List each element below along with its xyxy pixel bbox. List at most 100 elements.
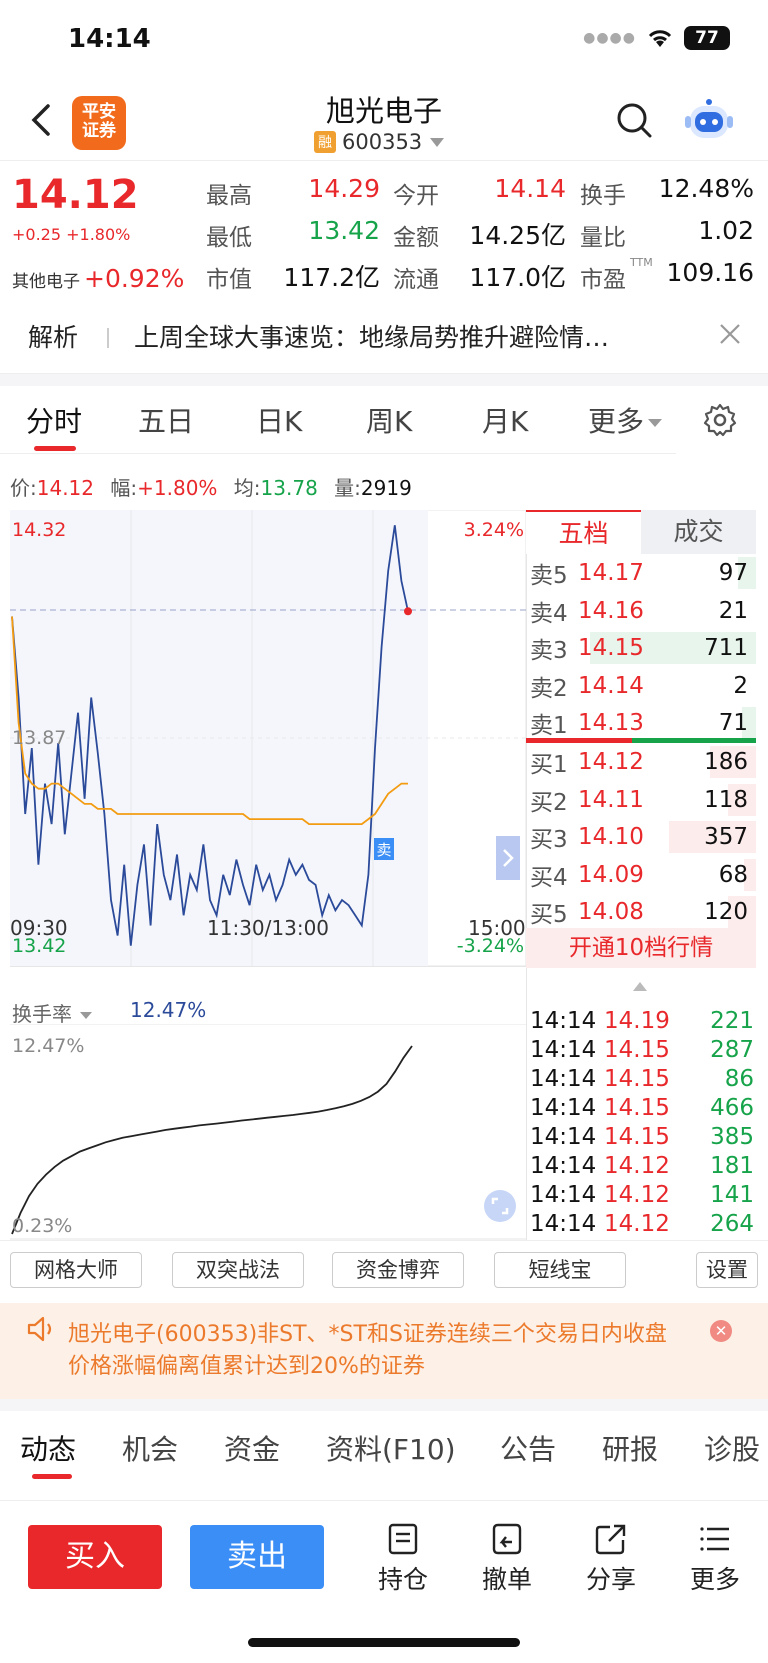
open-level10-button[interactable]: 开通10档行情: [526, 928, 756, 968]
sell-marker[interactable]: [374, 838, 394, 860]
ask-row[interactable]: 卖4 14.16 21: [526, 592, 756, 630]
close-icon[interactable]: ✕: [710, 1320, 732, 1342]
buy-button[interactable]: 买入: [28, 1525, 162, 1589]
expand-panel-tab[interactable]: [496, 836, 520, 880]
bid-row[interactable]: 买2 14.11 118: [526, 781, 756, 819]
tab-opportunity[interactable]: 机会: [122, 1433, 179, 1466]
short-line-button[interactable]: 短线宝: [494, 1252, 626, 1288]
header-divider: [0, 160, 768, 161]
tab-research[interactable]: 研报: [602, 1433, 659, 1466]
status-icons: ●●●● 77: [583, 26, 730, 50]
close-icon[interactable]: [716, 320, 744, 348]
chevron-down-icon: [648, 419, 663, 427]
double-breakout-button[interactable]: 双突战法: [172, 1252, 304, 1288]
menu-icon: [700, 1527, 729, 1551]
volume-bar: [728, 783, 756, 816]
speaker-icon: [27, 1316, 52, 1342]
bid-row[interactable]: 买5 14.08 120: [526, 893, 756, 931]
capital-game-button[interactable]: 资金博弈: [332, 1252, 464, 1288]
tick-row: 14:14 14.19 221: [530, 1008, 754, 1037]
tab-weekly-k[interactable]: 周K: [366, 405, 413, 438]
back-icon[interactable]: [22, 100, 62, 140]
tab-intraday[interactable]: 分时: [26, 405, 83, 438]
tab-funds[interactable]: 资金: [224, 1433, 281, 1466]
more-button[interactable]: 更多: [670, 1522, 760, 1596]
tab-trades[interactable]: 成交: [641, 510, 756, 554]
level-label: 买3: [530, 827, 568, 853]
tick-price: 14.12: [604, 1182, 670, 1208]
ttm-superscript: TTM: [630, 256, 653, 269]
level-label: 卖2: [530, 675, 568, 702]
home-indicator[interactable]: [248, 1638, 520, 1647]
quote-value: 117.2亿: [283, 263, 380, 292]
level-label: 买1: [530, 752, 568, 778]
grid-master-button[interactable]: 网格大师: [10, 1252, 142, 1288]
turnover-chart[interactable]: 12.47% 0.23%: [10, 1024, 526, 1240]
risk-warning-text: 旭光电子(600353)非ST、*ST和S证券连续三个交易日内收盘价格涨幅偏离值…: [68, 1322, 667, 1379]
x-axis-labels: 09:30 11:30/13:00 15:00: [10, 916, 526, 942]
panel-divider: [526, 510, 527, 1240]
info-amp: +1.80%: [137, 476, 218, 500]
turnover-label: 换手率: [12, 1002, 72, 1026]
tab-f10[interactable]: 资料(F10): [326, 1433, 456, 1466]
robot-assistant-icon[interactable]: [684, 98, 734, 144]
positions-label: 持仓: [377, 1565, 428, 1594]
tick-row: 14:14 14.12 264: [530, 1211, 754, 1240]
avg-series-line: [11, 616, 408, 826]
turnover-selector[interactable]: 换手率: [12, 998, 92, 1027]
info-price-label: 价:: [10, 476, 37, 500]
tab-daily-k[interactable]: 日K: [256, 405, 303, 438]
tick-time: 14:14: [530, 1124, 597, 1150]
tick-price: 14.12: [604, 1211, 670, 1237]
fullscreen-icon[interactable]: [484, 1190, 516, 1222]
gear-icon[interactable]: [702, 402, 738, 438]
collapse-up-icon[interactable]: [633, 982, 647, 991]
signal-icon: ●●●●: [583, 30, 636, 46]
tick-qty: 466: [710, 1095, 754, 1121]
volume-bar: [710, 746, 756, 778]
tab-dynamics[interactable]: 动态: [20, 1433, 77, 1466]
search-icon[interactable]: [614, 100, 654, 140]
ask-row[interactable]: 卖2 14.14 2: [526, 667, 756, 705]
bid-row[interactable]: 买4 14.09 68: [526, 856, 756, 894]
quote-label: 量比: [580, 225, 626, 251]
tab-orderbook[interactable]: 五档: [526, 510, 641, 554]
stock-code-selector[interactable]: 融 600353: [314, 130, 445, 154]
tick-time: 14:14: [530, 1182, 597, 1208]
tab-announcements[interactable]: 公告: [500, 1433, 557, 1466]
share-button[interactable]: 分享: [566, 1522, 656, 1596]
share-label: 分享: [585, 1565, 636, 1594]
positions-button[interactable]: 持仓: [358, 1522, 448, 1596]
risk-warning-banner: [0, 1303, 768, 1399]
level-qty: 120: [704, 899, 748, 925]
x-start-label: 09:30: [10, 916, 68, 940]
news-strip[interactable]: [0, 300, 768, 374]
quote-label: 金额: [393, 225, 439, 251]
quote-value: 13.42: [308, 216, 380, 245]
ask-row[interactable]: 卖5 14.17 97: [526, 554, 756, 592]
settings-button[interactable]: 设置: [696, 1252, 758, 1288]
news-headline[interactable]: 上周全球大事速览：地缘局势推升避险情…: [134, 323, 610, 352]
tab-monthly-k[interactable]: 月K: [482, 405, 529, 438]
sell-button[interactable]: 卖出: [190, 1525, 324, 1589]
chart-info-line: 价:14.12 幅:+1.80% 均:13.78 量:2919: [10, 472, 422, 501]
stock-name[interactable]: 旭光电子: [325, 94, 442, 128]
cancel-order-button[interactable]: 撤单: [462, 1522, 552, 1596]
sector-change[interactable]: 其他电子 +0.92%: [12, 264, 184, 293]
quote-value: 14.25亿: [469, 221, 566, 250]
tick-time: 14:14: [530, 1095, 597, 1121]
status-time: 14:14: [68, 24, 151, 54]
intraday-chart[interactable]: 14.32 3.24% 13.87 13.42 -3.24% 卖: [10, 510, 526, 966]
ask-row[interactable]: 卖3 14.15 711: [526, 629, 756, 667]
bid-row[interactable]: 买1 14.12 186: [526, 743, 756, 781]
bid-row[interactable]: 买3 14.10 357: [526, 818, 756, 856]
ask-row[interactable]: 卖1 14.13 71: [526, 704, 756, 742]
tick-row: 14:14 14.15 287: [530, 1037, 754, 1066]
tab-more[interactable]: 更多: [588, 400, 663, 440]
quote-label: 流通: [393, 267, 439, 293]
quote-label: 今开: [393, 183, 439, 209]
tab-five-day[interactable]: 五日: [138, 405, 195, 438]
tab-diagnosis[interactable]: 诊股: [704, 1433, 761, 1466]
tick-qty: 141: [710, 1182, 754, 1208]
tick-row: 14:14 14.12 181: [530, 1153, 754, 1182]
